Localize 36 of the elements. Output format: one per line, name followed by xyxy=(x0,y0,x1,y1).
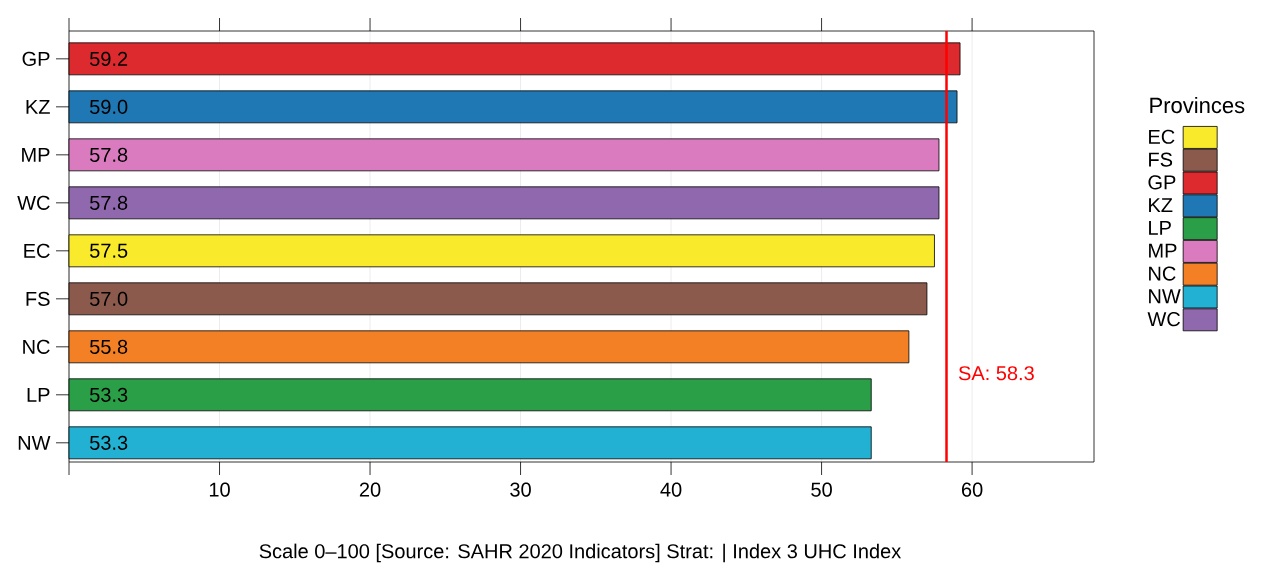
data-label: 59.2 xyxy=(90,51,128,66)
y-tick-label: WC xyxy=(17,195,50,210)
data-label: 53.3 xyxy=(90,435,128,450)
y-tick-label: EC xyxy=(24,243,50,258)
x-tick-label: 20 xyxy=(359,482,381,497)
data-label: 57.8 xyxy=(90,147,128,162)
legend-label: MP xyxy=(1149,243,1177,258)
data-label: 57.8 xyxy=(90,195,128,210)
y-tick-label: MP xyxy=(22,147,50,162)
data-label: 53.3 xyxy=(90,387,128,402)
x-tick-label: 40 xyxy=(660,482,682,497)
data-label: 57.0 xyxy=(90,291,128,306)
legend-label: EC xyxy=(1149,129,1175,144)
y-tick-label: FS xyxy=(26,291,50,306)
legend-label: LP xyxy=(1149,220,1171,235)
data-label: 59.0 xyxy=(90,99,128,114)
legend-label: NW xyxy=(1149,289,1181,304)
x-tick-label: 10 xyxy=(209,482,230,497)
y-tick-label: KZ xyxy=(26,99,50,114)
y-tick-label: NW xyxy=(18,435,51,450)
legend-title: Provinces xyxy=(1150,97,1245,114)
legend-label: NC xyxy=(1149,266,1176,281)
y-tick-label: LP xyxy=(27,387,50,402)
data-label: 55.8 xyxy=(90,339,128,354)
x-tick-label: 30 xyxy=(510,482,531,497)
x-tick-label: 60 xyxy=(961,482,983,497)
legend-label: WC xyxy=(1147,312,1181,327)
legend-label: KZ xyxy=(1149,198,1173,212)
ref-line-label: SA: 58.3 xyxy=(958,366,1034,381)
y-tick-label: GP xyxy=(22,51,50,66)
text: Scale 0–100 [Source: SAHR 2020 Indicators] Strat: | Index 3 UHC Index xyxy=(259,543,901,563)
legend-label: GP xyxy=(1148,175,1176,190)
x-tick-label: 50 xyxy=(811,482,832,497)
legend-label: FS xyxy=(1149,152,1173,167)
y-tick-label: NC xyxy=(23,339,50,354)
data-label: 57.5 xyxy=(90,243,128,258)
